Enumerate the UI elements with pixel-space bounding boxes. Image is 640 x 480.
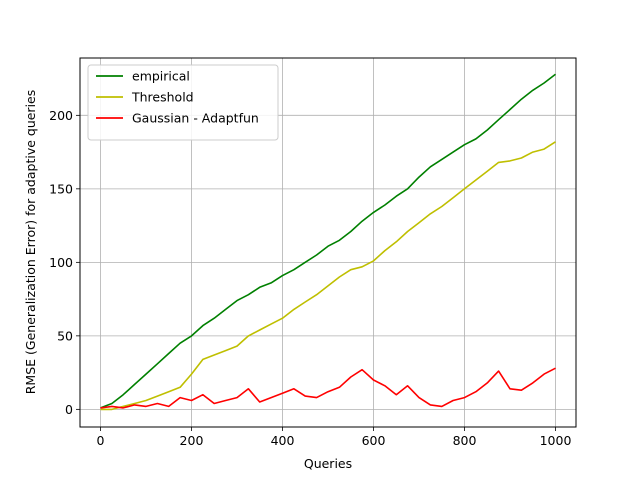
series-layer [100,73,556,411]
y-tick-label: 50 [57,328,73,343]
legend-box [87,64,279,141]
legend-label: Threshold [131,90,194,105]
y-tick-label: 100 [49,255,73,270]
legend-label: empirical [132,69,190,84]
x-tick-label: 200 [180,433,204,448]
series-line-2 [100,141,556,411]
legend-label: Gaussian - Adaptfun [132,111,259,126]
x-tick-label: 1000 [540,433,572,448]
legend: empirical Threshold Gaussian - Adaptfun [87,64,279,141]
y-tick-label: 150 [49,181,73,196]
x-tick-label: 600 [362,433,386,448]
y-axis-label: RMSE (Generalization Error) for adaptive… [23,90,38,395]
y-tick-label: 0 [65,402,73,417]
x-tick-label: 800 [453,433,477,448]
x-axis-label: Queries [304,456,352,471]
series-line-1 [100,73,556,409]
x-tick-label: 0 [97,433,105,448]
series-line-3 [100,367,556,409]
x-tick-label: 400 [271,433,295,448]
y-tick-label: 200 [49,108,73,123]
axis-ticks: 0 200 400 600 800 1000 0 50 100 150 200 [49,108,571,448]
plot-frame [79,57,577,428]
